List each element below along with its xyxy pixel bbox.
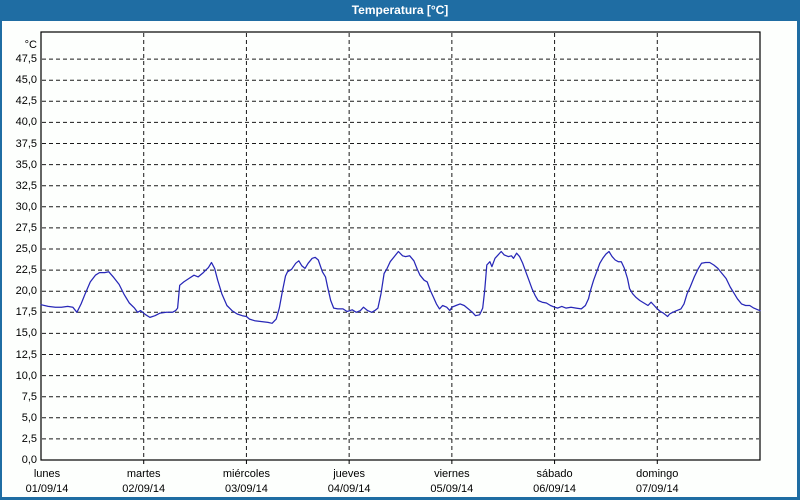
y-tick-label: 40,0 bbox=[15, 116, 37, 129]
y-tick-label: 22,5 bbox=[15, 264, 37, 277]
y-tick-label: 7,5 bbox=[21, 390, 37, 403]
y-tick-label: 2,5 bbox=[21, 432, 37, 445]
chart-title: Temperatura [°C] bbox=[351, 3, 449, 17]
y-tick-label: 5,0 bbox=[21, 411, 37, 424]
y-tick-label: 10,0 bbox=[15, 369, 37, 382]
y-tick-label: 37,5 bbox=[15, 137, 37, 150]
y-axis-unit-label: °C bbox=[24, 39, 37, 51]
window-border-left bbox=[0, 21, 2, 500]
y-tick-label: 45,0 bbox=[15, 74, 37, 87]
y-tick-label: 27,5 bbox=[15, 221, 37, 234]
y-tick-label: 42,5 bbox=[15, 95, 37, 108]
x-date-label: 01/09/14 bbox=[25, 483, 69, 495]
chart-title-bar: Temperatura [°C] bbox=[0, 0, 800, 21]
x-day-label: viernes bbox=[434, 468, 470, 480]
y-tick-label: 15,0 bbox=[15, 327, 37, 340]
y-tick-label: 25,0 bbox=[15, 243, 37, 255]
x-date-label: 05/09/14 bbox=[430, 483, 474, 495]
window-border-right bbox=[797, 21, 800, 500]
window-border-bottom bbox=[0, 497, 800, 500]
x-day-label: martes bbox=[126, 468, 161, 480]
y-tick-label: 47,5 bbox=[15, 53, 37, 66]
plot-frame bbox=[40, 31, 761, 461]
x-day-label: lunes bbox=[33, 468, 61, 480]
x-date-label: 07/09/14 bbox=[635, 483, 679, 495]
x-date-label: 04/09/14 bbox=[327, 483, 371, 495]
y-tick-label: 12,5 bbox=[15, 348, 37, 361]
x-day-label: miércoles bbox=[222, 468, 270, 480]
y-tick-label: 0,0 bbox=[21, 454, 37, 466]
y-tick-label: 32,5 bbox=[15, 179, 37, 192]
x-date-label: 02/09/14 bbox=[122, 483, 166, 495]
y-tick-label: 35,0 bbox=[15, 158, 37, 171]
x-date-label: 03/09/14 bbox=[225, 483, 268, 495]
y-tick-label: 20,0 bbox=[15, 285, 37, 298]
x-date-label: 06/09/14 bbox=[533, 483, 576, 495]
y-tick-label: 17,5 bbox=[15, 306, 37, 319]
y-tick-label: 30,0 bbox=[15, 200, 37, 213]
x-day-label: sábado bbox=[536, 468, 573, 480]
temperature-line bbox=[40, 250, 761, 324]
x-day-label: jueves bbox=[333, 468, 366, 480]
x-day-label: domingo bbox=[636, 468, 679, 480]
